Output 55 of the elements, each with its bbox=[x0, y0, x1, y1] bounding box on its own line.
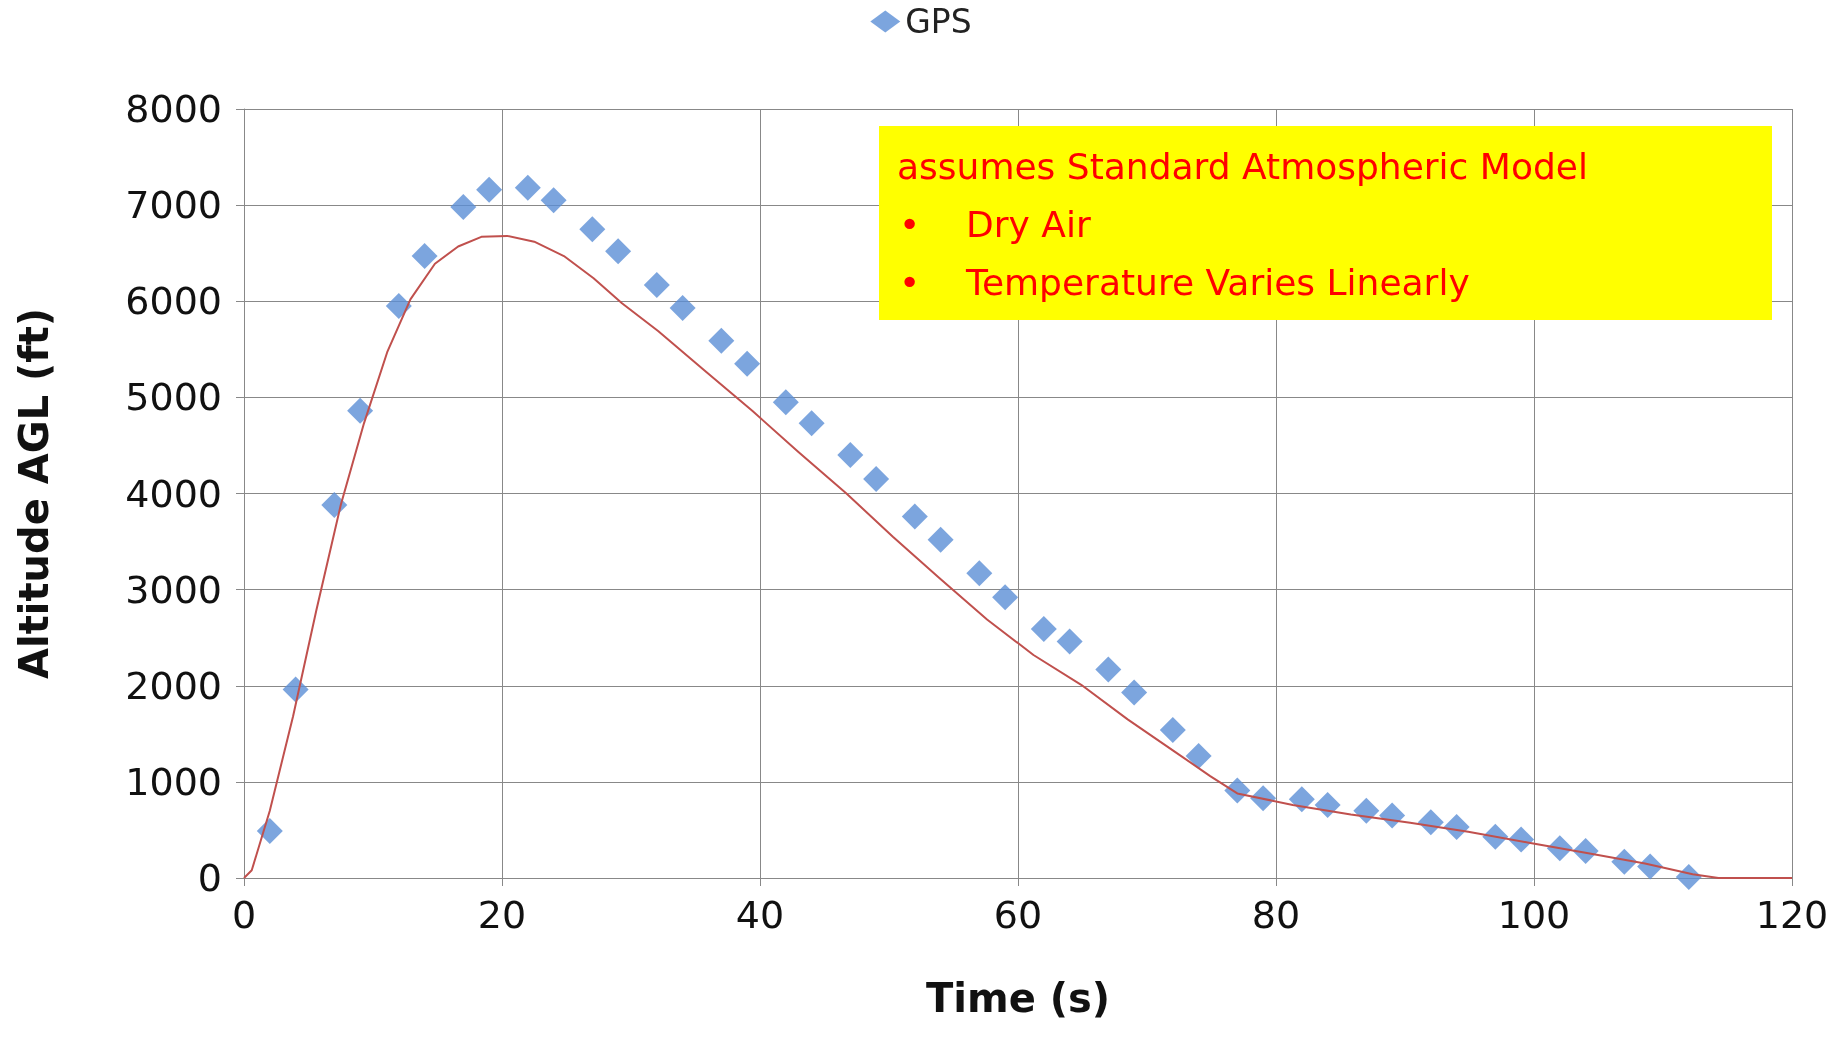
x-tick-label: 60 bbox=[993, 893, 1043, 937]
x-axis-title: Time (s) bbox=[925, 975, 1111, 1021]
y-tick-label: 3000 bbox=[125, 567, 222, 612]
point bbox=[669, 294, 696, 321]
point bbox=[1121, 679, 1148, 706]
y-tick-label: 0 bbox=[197, 856, 222, 900]
point bbox=[1030, 616, 1057, 643]
x-tick-label: 80 bbox=[1251, 893, 1301, 937]
y-tick-label: 8000 bbox=[125, 87, 222, 131]
point bbox=[1056, 628, 1083, 655]
x-tick-label: 20 bbox=[477, 893, 527, 937]
point bbox=[321, 492, 348, 519]
point bbox=[863, 466, 890, 493]
y-tick-label: 5000 bbox=[125, 375, 222, 420]
point bbox=[540, 187, 567, 214]
point bbox=[927, 526, 954, 553]
point bbox=[1353, 797, 1380, 824]
y-tick-label: 1000 bbox=[125, 759, 222, 804]
point bbox=[450, 194, 477, 221]
annotation: • Temperature Varies Linearly bbox=[898, 261, 1471, 305]
point bbox=[476, 176, 503, 203]
x-tick-label: 100 bbox=[1497, 893, 1571, 937]
annotation: • Dry Air bbox=[898, 203, 1092, 247]
point bbox=[256, 817, 283, 844]
y-tick-label: 6000 bbox=[125, 279, 222, 324]
point bbox=[579, 216, 606, 243]
point bbox=[411, 243, 438, 270]
point bbox=[798, 410, 825, 437]
point bbox=[966, 560, 993, 587]
y-tick-label: 4000 bbox=[125, 471, 222, 516]
point bbox=[643, 271, 670, 298]
x-tick-label: 120 bbox=[1755, 893, 1829, 937]
point bbox=[708, 327, 735, 354]
x-tick-label: 0 bbox=[231, 893, 257, 937]
callout-box: assumes Standard Atmospheric Model • Dry Air • Temperature Varies Linearly bbox=[879, 126, 1772, 320]
point bbox=[734, 350, 761, 377]
y-tick-label: 2000 bbox=[125, 663, 222, 708]
point bbox=[1095, 656, 1122, 683]
point bbox=[1185, 742, 1212, 769]
point bbox=[992, 584, 1019, 611]
point bbox=[514, 174, 541, 201]
point bbox=[1159, 716, 1186, 743]
point bbox=[347, 397, 374, 424]
y-axis-title: Altitude AGL (ft) bbox=[11, 307, 57, 680]
point bbox=[1288, 786, 1315, 813]
y-tick-label: 7000 bbox=[125, 183, 222, 228]
annotation: assumes Standard Atmospheric Model bbox=[897, 145, 1589, 189]
point bbox=[1314, 791, 1341, 818]
point bbox=[605, 238, 632, 265]
point bbox=[837, 442, 864, 469]
legend-label: GPS bbox=[905, 2, 972, 41]
x-tick-label: 40 bbox=[735, 893, 785, 937]
point bbox=[772, 389, 799, 416]
point bbox=[901, 503, 928, 530]
point bbox=[385, 293, 412, 320]
